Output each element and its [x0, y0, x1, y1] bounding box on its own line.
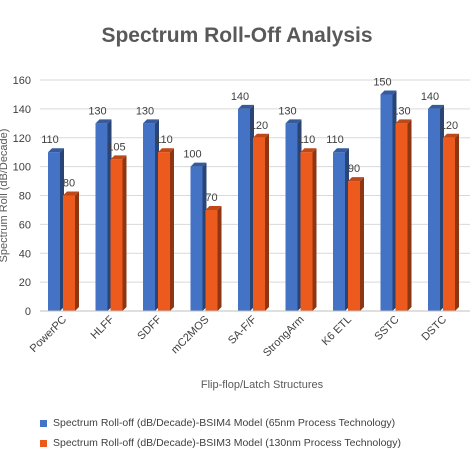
x-tick-label: mC2MOS — [169, 314, 212, 357]
legend-item-bsim3: Spectrum Roll-off (dB/Decade)-BSIM3 Mode… — [40, 433, 470, 453]
bar-top — [428, 104, 444, 109]
x-tick-label: SSTC — [372, 314, 401, 343]
bar-side — [455, 133, 459, 311]
y-tick-label: 0 — [25, 306, 31, 318]
legend-label-bsim4: Spectrum Roll-off (dB/Decade)-BSIM4 Mode… — [53, 417, 396, 429]
data-label: 110 — [326, 134, 344, 146]
data-label: 90 — [348, 163, 360, 175]
data-label: 100 — [183, 149, 201, 161]
bar — [48, 152, 60, 311]
bar-top — [443, 133, 459, 138]
x-tick-label: StrongArm — [261, 314, 307, 360]
bar — [395, 123, 408, 311]
bar — [285, 123, 298, 311]
bar — [253, 137, 265, 311]
bar — [428, 108, 440, 311]
bar-top — [205, 205, 222, 210]
bar-side — [217, 205, 222, 311]
data-label: 130 — [278, 105, 296, 117]
bar-side — [265, 133, 269, 311]
x-tick-label: PowerPC — [28, 314, 69, 355]
bar-side — [360, 177, 364, 311]
data-label: 150 — [373, 76, 391, 88]
data-label: 140 — [421, 91, 439, 103]
x-tick-label: DSTC — [419, 314, 449, 344]
data-label: 110 — [41, 134, 59, 146]
legend: Spectrum Roll-off (dB/Decade)-BSIM4 Mode… — [40, 413, 470, 453]
bar-top — [333, 148, 349, 153]
y-tick-label: 120 — [13, 133, 31, 145]
bar-top — [48, 148, 64, 153]
bar-top — [238, 104, 254, 109]
legend-swatch-bsim4 — [40, 419, 47, 427]
bar-top — [285, 119, 302, 124]
data-label: 105 — [107, 141, 125, 153]
bar-top — [380, 90, 397, 95]
bar-top — [63, 191, 79, 196]
data-label: 130 — [136, 105, 154, 117]
bar-top — [158, 148, 174, 153]
bar — [300, 152, 313, 311]
bar-top — [95, 119, 112, 124]
x-axis-title: Flip-flop/Latch Structures — [201, 379, 324, 391]
data-label: 80 — [63, 178, 75, 190]
data-label: 130 — [392, 105, 410, 117]
chart-title: Spectrum Roll-Off Analysis — [101, 24, 373, 47]
bar — [333, 152, 345, 311]
bar — [110, 159, 123, 311]
bar — [158, 152, 170, 311]
bar-top — [143, 119, 159, 124]
bar-side — [122, 155, 127, 311]
data-label: 110 — [298, 134, 316, 146]
y-tick-label: 100 — [13, 162, 31, 174]
y-tick-label: 140 — [13, 104, 31, 116]
bar-top — [300, 148, 317, 153]
legend-label-bsim3: Spectrum Roll-off (dB/Decade)-BSIM3 Mode… — [53, 437, 402, 449]
bar-side — [407, 119, 412, 311]
data-label: 130 — [88, 105, 106, 117]
bar-side — [170, 148, 174, 311]
bar-top — [110, 155, 127, 160]
data-label: 120 — [250, 120, 268, 132]
y-tick-label: 160 — [13, 75, 31, 87]
y-axis-title: Spectrum Roll (dB/Decade) — [0, 129, 10, 263]
bar — [380, 94, 393, 311]
y-tick-label: 40 — [19, 248, 31, 260]
data-label: 70 — [205, 192, 217, 204]
bar — [143, 123, 155, 311]
y-tick-label: 60 — [19, 219, 31, 231]
data-label: 110 — [155, 134, 173, 146]
bar — [95, 123, 108, 311]
x-tick-label: SDFF — [135, 313, 164, 342]
bar-top — [395, 119, 412, 124]
bar-side — [75, 191, 79, 311]
y-tick-label: 20 — [19, 277, 31, 289]
data-label: 120 — [440, 120, 458, 132]
bar — [63, 195, 75, 311]
x-tick-label: SA-F/F — [226, 313, 259, 346]
bar-top — [348, 177, 364, 182]
bar — [348, 181, 360, 311]
x-tick-label: K6 ETL — [320, 314, 354, 348]
bar-side — [312, 148, 317, 311]
bar-top — [190, 162, 207, 167]
legend-swatch-bsim3 — [40, 439, 47, 447]
bar-top — [253, 133, 269, 138]
legend-item-bsim4: Spectrum Roll-off (dB/Decade)-BSIM4 Mode… — [40, 413, 470, 433]
bar — [205, 209, 218, 311]
bar — [238, 108, 250, 311]
bar — [190, 166, 203, 311]
y-tick-label: 80 — [19, 191, 31, 203]
x-tick-label: HLFF — [89, 313, 117, 341]
data-label: 140 — [231, 91, 249, 103]
bar — [443, 137, 455, 311]
